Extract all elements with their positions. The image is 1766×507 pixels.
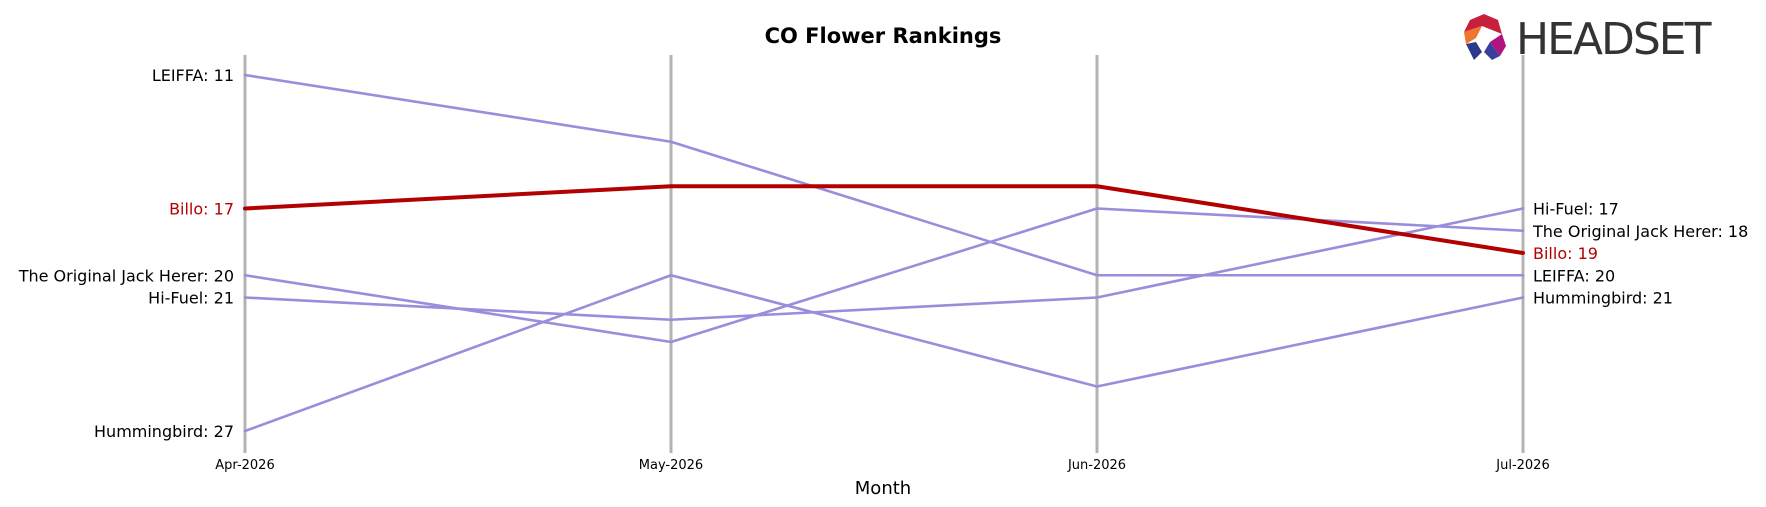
series-line-hi-fuel (243, 207, 1525, 322)
end-label-the-original-jack-herer: The Original Jack Herer: 18 (1532, 222, 1748, 241)
month-gridlines (243, 55, 1525, 453)
end-label-hummingbird: Hummingbird: 21 (1533, 289, 1673, 308)
series-lines (243, 73, 1525, 433)
x-tick-label: Jun-2026 (1067, 458, 1126, 473)
start-label-leiffa: LEIFFA: 11 (152, 66, 234, 85)
end-label-leiffa: LEIFFA: 20 (1533, 266, 1615, 285)
x-tick-label: May-2026 (639, 458, 703, 473)
chart-title: CO Flower Rankings (765, 24, 1002, 48)
x-axis-ticks: Apr-2026 May-2026 Jun-2026 Jul-2026 (215, 458, 1549, 473)
x-axis-label: Month (855, 478, 911, 499)
start-label-hi-fuel: Hi-Fuel: 21 (148, 289, 234, 308)
series-line-hummingbird (243, 273, 1525, 433)
start-label-billo: Billo: 17 (169, 200, 234, 219)
end-label-billo: Billo: 19 (1533, 244, 1598, 263)
series-line-billo (243, 184, 1525, 255)
headset-logo-text: HEADSET (1516, 14, 1712, 65)
start-label-the-original-jack-herer: The Original Jack Herer: 20 (18, 266, 234, 285)
headset-logo: HEADSET (1464, 14, 1714, 65)
start-label-hummingbird: Hummingbird: 27 (94, 422, 234, 441)
series-labels: LEIFFA: 11 Billo: 17 The Original Jack Her… (18, 66, 1749, 441)
x-tick-label: Jul-2026 (1495, 458, 1549, 473)
headset-logo-mark (1464, 14, 1506, 60)
end-label-hi-fuel: Hi-Fuel: 17 (1533, 200, 1619, 219)
x-tick-label: Apr-2026 (215, 458, 274, 473)
series-line-leiffa (243, 73, 1525, 277)
